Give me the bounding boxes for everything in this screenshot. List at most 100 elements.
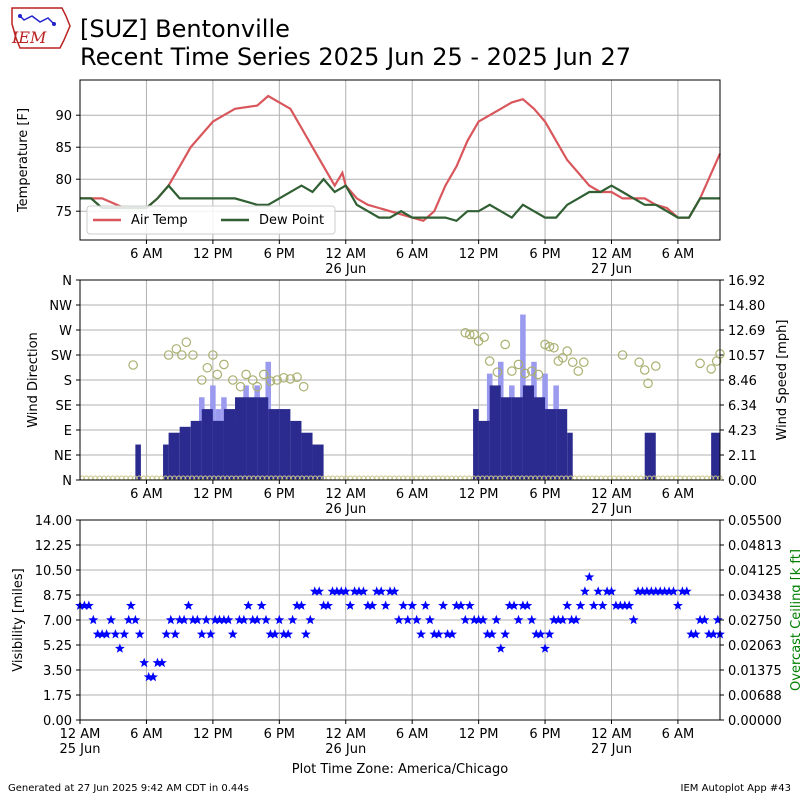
calm-marker — [400, 475, 406, 481]
visibility-marker — [126, 600, 136, 610]
calm-marker — [669, 475, 675, 481]
direction-tick-label: W — [59, 324, 72, 339]
x-tick-label: 12 AM — [325, 487, 366, 502]
speed-bar — [545, 409, 557, 480]
calm-marker — [444, 475, 450, 481]
y-tick-label: 80 — [55, 173, 72, 188]
calm-marker — [83, 475, 89, 481]
x-tick-label: 12 AM — [591, 727, 632, 742]
legend-box — [86, 205, 336, 235]
visibility-marker — [637, 586, 648, 596]
visibility-marker — [278, 629, 289, 639]
visibility-marker — [518, 600, 528, 610]
visibility-marker — [606, 586, 617, 596]
x-tick-label: 6 PM — [264, 247, 295, 262]
plot-frame — [79, 79, 721, 241]
visibility-marker — [192, 614, 203, 625]
direction-marker — [196, 375, 207, 385]
calm-marker — [633, 475, 639, 481]
visibility-marker — [223, 614, 234, 625]
visibility-marker — [642, 586, 652, 596]
visibility-marker — [234, 614, 245, 625]
visibility-marker — [119, 629, 130, 639]
visibility-marker — [624, 600, 635, 610]
calm-marker — [686, 475, 692, 481]
visibility-marker — [420, 600, 431, 610]
x-tick-label: 12 PM — [459, 247, 499, 262]
visibility-marker — [425, 614, 435, 625]
visibility-marker — [148, 671, 158, 682]
visibility-marker — [540, 643, 550, 653]
visibility-marker — [362, 600, 373, 610]
visibility-marker — [438, 600, 449, 610]
x-tick-sublabel: 27 Jun — [591, 262, 632, 277]
calm-marker — [603, 475, 609, 481]
calm-marker — [576, 475, 582, 481]
direction-marker — [549, 342, 559, 353]
visibility-marker — [686, 629, 697, 639]
x-tick-label: 12 PM — [459, 487, 499, 502]
calm-marker — [660, 475, 666, 481]
calm-marker — [677, 475, 683, 481]
visibility-marker — [376, 586, 387, 596]
x-tick-label: 6 PM — [529, 247, 560, 262]
visibility-marker — [712, 614, 723, 625]
direction-marker — [212, 369, 223, 380]
chart-title-line2: Recent Time Series 2025 Jun 25 - 2025 Ju… — [80, 43, 632, 71]
dew-point-line — [80, 177, 720, 223]
speed-bar — [500, 397, 512, 480]
speed-bar — [168, 432, 180, 480]
visibility-marker — [580, 586, 590, 596]
direction-marker — [188, 350, 198, 360]
visibility-marker — [544, 629, 555, 639]
x-tick-sublabel: 27 Jun — [591, 502, 632, 517]
calm-marker — [449, 475, 455, 481]
y-tick-label-right: 0.01375 — [728, 664, 782, 679]
speed-bar — [268, 409, 280, 480]
direction-marker — [460, 327, 471, 338]
visibility-marker — [491, 614, 502, 625]
calm-marker — [374, 475, 380, 481]
visibility-marker — [668, 586, 679, 596]
visibility-marker — [92, 629, 103, 639]
direction-marker — [492, 367, 503, 378]
speed-bar — [212, 420, 224, 480]
visibility-marker — [309, 586, 320, 596]
calm-marker — [598, 475, 604, 481]
visibility-marker — [205, 629, 216, 639]
calm-marker — [149, 475, 155, 481]
visibility-marker — [664, 586, 674, 596]
x-tick-label: 6 PM — [529, 727, 560, 742]
speed-bar — [533, 397, 546, 480]
speed-bar — [644, 432, 656, 480]
visibility-marker — [708, 629, 719, 639]
visibility-marker — [296, 600, 307, 610]
visibility-marker — [318, 600, 329, 610]
visibility-marker — [385, 586, 395, 596]
speed-tick-label: 0.00 — [728, 474, 757, 489]
direction-marker — [507, 366, 517, 376]
visibility-marker — [123, 614, 134, 625]
x-tick-label: 6 AM — [396, 727, 429, 742]
visibility-marker — [398, 600, 409, 610]
x-tick-sublabel: 27 Jun — [591, 742, 632, 757]
calm-marker — [704, 475, 710, 481]
visibility-marker — [500, 629, 511, 639]
calm-marker — [352, 475, 358, 481]
visibility-marker — [256, 600, 267, 610]
visibility-marker — [487, 629, 497, 639]
direction-marker — [650, 361, 661, 371]
plot-frame — [79, 519, 721, 721]
speed-tick-label: 8.46 — [728, 374, 757, 389]
calm-marker — [611, 475, 617, 481]
calm-marker — [418, 475, 424, 481]
visibility-marker — [549, 614, 559, 625]
y-tick-label-right: 0.05500 — [728, 514, 782, 529]
visibility-marker — [389, 586, 400, 596]
visibility-marker — [174, 614, 185, 625]
timezone-label: Plot Time Zone: America/Chicago — [291, 762, 509, 777]
x-tick-sublabel: 25 Jun — [60, 742, 101, 757]
visibility-marker — [196, 629, 207, 639]
